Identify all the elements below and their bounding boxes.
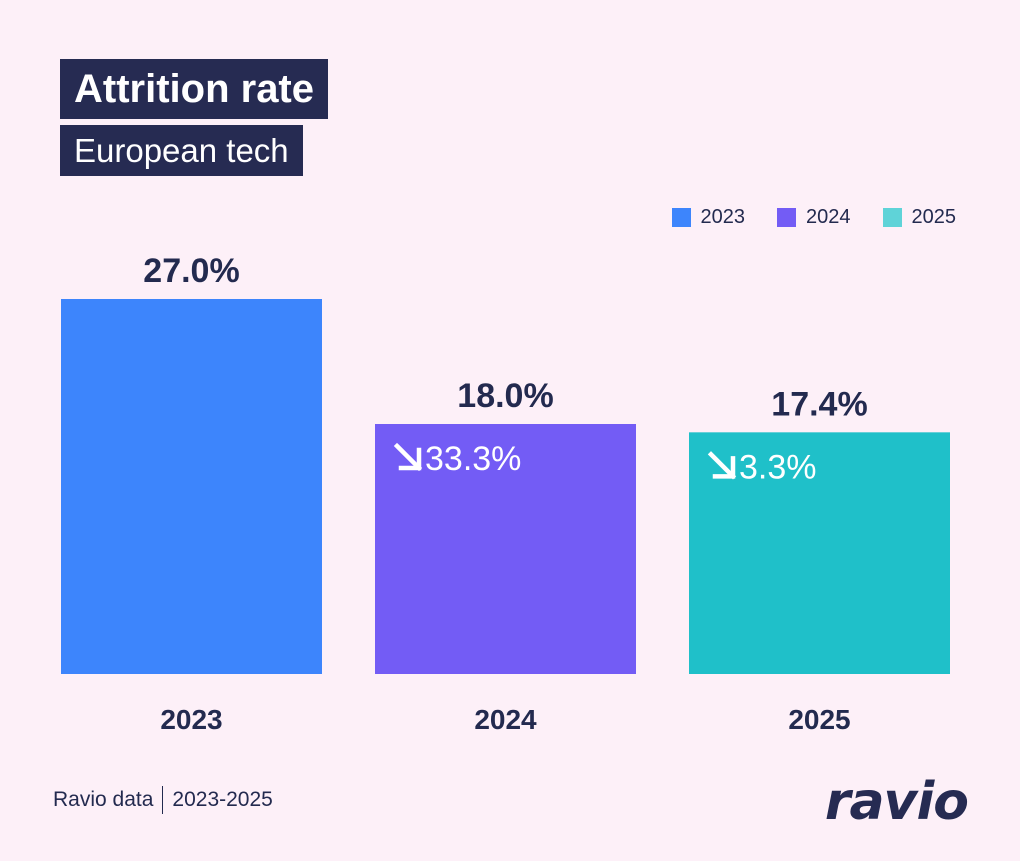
legend: 2023 2024 2025 (671, 206, 957, 229)
period-label: 2023-2025 (172, 788, 273, 811)
category-label-2023: 2023 (160, 704, 222, 735)
category-label-2025: 2025 (788, 704, 850, 735)
value-label-2025: 17.4% (771, 385, 867, 423)
footer-divider (162, 786, 164, 814)
legend-item-2024: 2024 (777, 206, 851, 229)
arrow-down-right-icon (707, 451, 737, 480)
footer: Ravio data 2023-2025 (53, 786, 273, 814)
legend-label: 2025 (911, 206, 957, 228)
arrow-down-right-icon (393, 442, 423, 472)
category-label-2024: 2024 (474, 704, 537, 735)
ravio-logo: ravio (824, 772, 969, 832)
source-label: Ravio data (53, 788, 154, 811)
change-label-2025: 3.3% (739, 448, 817, 486)
legend-item-2025: 2025 (882, 206, 957, 229)
legend-swatch (882, 208, 902, 227)
legend-label: 2023 (700, 206, 746, 228)
bar-2023 (61, 299, 322, 674)
legend-item-2023: 2023 (671, 206, 746, 229)
chart-subtitle: European tech (60, 125, 303, 176)
legend-label: 2024 (806, 206, 851, 228)
change-label-2024: 33.3% (425, 440, 521, 478)
legend-swatch (671, 208, 691, 227)
value-label-2024: 18.0% (457, 377, 553, 415)
value-label-2023: 27.0% (143, 252, 239, 290)
chart-title: Attrition rate (60, 59, 328, 119)
legend-swatch (777, 208, 796, 227)
